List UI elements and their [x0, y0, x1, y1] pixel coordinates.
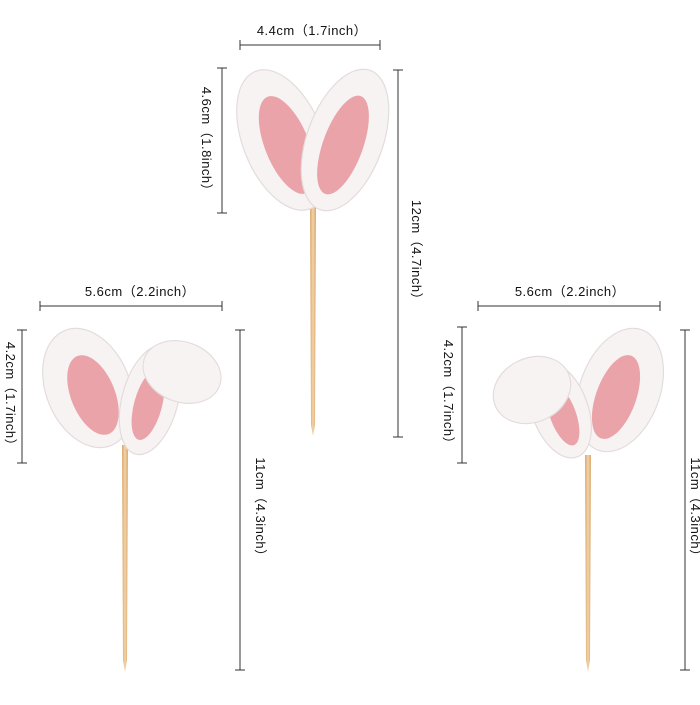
- ear-height-label: 4.6cm（1.8inch）: [199, 87, 214, 197]
- ear-inner: [67, 355, 119, 435]
- ear-height-label: 4.2cm（1.7inch）: [441, 340, 456, 450]
- stick: [585, 455, 591, 672]
- ear-flap: [142, 340, 222, 404]
- width-label: 5.6cm（2.2inch）: [85, 284, 195, 299]
- stick: [122, 445, 128, 672]
- length-label: 12cm（4.7inch）: [409, 200, 424, 306]
- length-label: 11cm（4.3inch）: [253, 457, 268, 562]
- ear-flap: [492, 355, 572, 425]
- stick: [310, 205, 316, 436]
- ear-inner: [591, 355, 641, 439]
- topper-right: 5.6cm（2.2inch） 4.2cm（1.7inch） 11cm（4.3in…: [441, 284, 700, 672]
- length-label: 11cm（4.3inch）: [688, 457, 700, 562]
- topper-left: 5.6cm（2.2inch） 4.2cm（1.7inch） 11cm（4.3in…: [3, 284, 268, 672]
- width-label: 5.6cm（2.2inch）: [515, 284, 625, 299]
- ear-inner: [317, 95, 369, 195]
- ear-height-label: 4.2cm（1.7inch）: [3, 342, 18, 452]
- width-label: 4.4cm（1.7inch）: [257, 23, 367, 38]
- topper-top: 4.4cm（1.7inch） 4.6cm（1.8inch） 12cm（4.7in…: [199, 23, 424, 438]
